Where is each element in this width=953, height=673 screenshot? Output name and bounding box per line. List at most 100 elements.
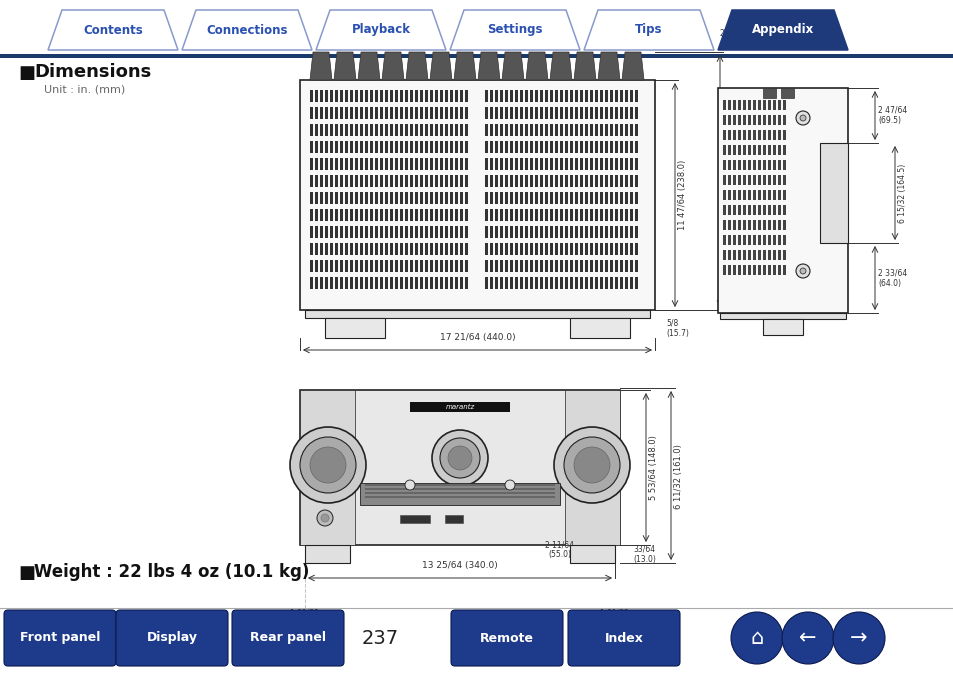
Bar xyxy=(772,130,775,140)
Bar xyxy=(515,141,517,153)
Bar xyxy=(424,158,428,170)
Bar xyxy=(635,243,638,255)
Bar xyxy=(405,260,408,272)
Polygon shape xyxy=(182,10,312,50)
Bar xyxy=(747,265,750,275)
Bar xyxy=(599,107,602,119)
Bar xyxy=(732,115,735,125)
Text: 1 31/32
(50.0): 1 31/32 (50.0) xyxy=(599,608,629,627)
Bar xyxy=(530,124,533,136)
Bar xyxy=(359,175,363,187)
Bar xyxy=(635,107,638,119)
Bar xyxy=(767,160,770,170)
Text: 2 11/64
(55.0): 2 11/64 (55.0) xyxy=(545,540,574,559)
Circle shape xyxy=(299,437,355,493)
Bar xyxy=(747,115,750,125)
Bar xyxy=(455,277,457,289)
Bar xyxy=(619,277,622,289)
Bar xyxy=(619,243,622,255)
Text: →: → xyxy=(849,628,867,648)
Bar xyxy=(778,115,781,125)
Bar xyxy=(435,124,437,136)
Bar xyxy=(539,192,542,204)
Bar xyxy=(559,175,562,187)
Bar xyxy=(747,235,750,245)
Bar xyxy=(375,277,377,289)
Bar xyxy=(550,107,553,119)
Bar xyxy=(405,141,408,153)
Bar xyxy=(444,515,462,523)
Bar xyxy=(555,243,558,255)
Bar xyxy=(499,175,502,187)
Bar xyxy=(444,192,448,204)
Bar xyxy=(782,145,785,155)
Bar xyxy=(635,277,638,289)
Bar xyxy=(390,192,393,204)
Bar xyxy=(559,243,562,255)
Bar xyxy=(405,226,408,238)
Bar xyxy=(455,90,457,102)
Bar xyxy=(609,141,613,153)
Bar xyxy=(430,141,433,153)
Bar xyxy=(335,192,337,204)
Bar xyxy=(615,260,618,272)
Bar xyxy=(490,107,493,119)
Bar xyxy=(455,141,457,153)
Bar xyxy=(539,158,542,170)
Bar xyxy=(535,90,537,102)
Text: ■: ■ xyxy=(18,564,35,582)
Bar xyxy=(629,209,633,221)
Bar xyxy=(365,175,368,187)
Polygon shape xyxy=(381,52,403,80)
Bar xyxy=(727,100,730,110)
Bar xyxy=(615,277,618,289)
Bar xyxy=(550,226,553,238)
Bar xyxy=(339,158,343,170)
Bar xyxy=(732,190,735,200)
Circle shape xyxy=(563,437,619,493)
Bar xyxy=(629,192,633,204)
Bar xyxy=(385,243,388,255)
Bar xyxy=(629,243,633,255)
Bar xyxy=(439,158,442,170)
Bar xyxy=(424,209,428,221)
Bar xyxy=(758,130,760,140)
Bar xyxy=(524,124,527,136)
Circle shape xyxy=(504,480,515,490)
Bar xyxy=(339,260,343,272)
Bar xyxy=(781,88,793,98)
Bar xyxy=(519,277,522,289)
Bar xyxy=(319,141,323,153)
Bar xyxy=(499,107,502,119)
Bar xyxy=(530,277,533,289)
Bar xyxy=(530,90,533,102)
Bar xyxy=(455,243,457,255)
Bar xyxy=(359,277,363,289)
Bar xyxy=(584,124,587,136)
Bar xyxy=(365,141,368,153)
Bar xyxy=(535,107,537,119)
Bar xyxy=(782,265,785,275)
Bar xyxy=(609,107,613,119)
Bar xyxy=(767,145,770,155)
Bar xyxy=(395,260,397,272)
Bar xyxy=(419,124,422,136)
Bar xyxy=(629,260,633,272)
Bar xyxy=(519,226,522,238)
Bar xyxy=(584,192,587,204)
Bar xyxy=(415,175,417,187)
Bar xyxy=(375,226,377,238)
Bar xyxy=(629,226,633,238)
Bar xyxy=(615,141,618,153)
Bar xyxy=(355,175,357,187)
Bar xyxy=(399,260,402,272)
Bar xyxy=(595,124,598,136)
Bar xyxy=(444,243,448,255)
Bar xyxy=(499,158,502,170)
Bar xyxy=(535,277,537,289)
Circle shape xyxy=(310,447,346,483)
Bar xyxy=(355,124,357,136)
Bar xyxy=(727,205,730,215)
Bar xyxy=(504,90,507,102)
Bar xyxy=(439,277,442,289)
